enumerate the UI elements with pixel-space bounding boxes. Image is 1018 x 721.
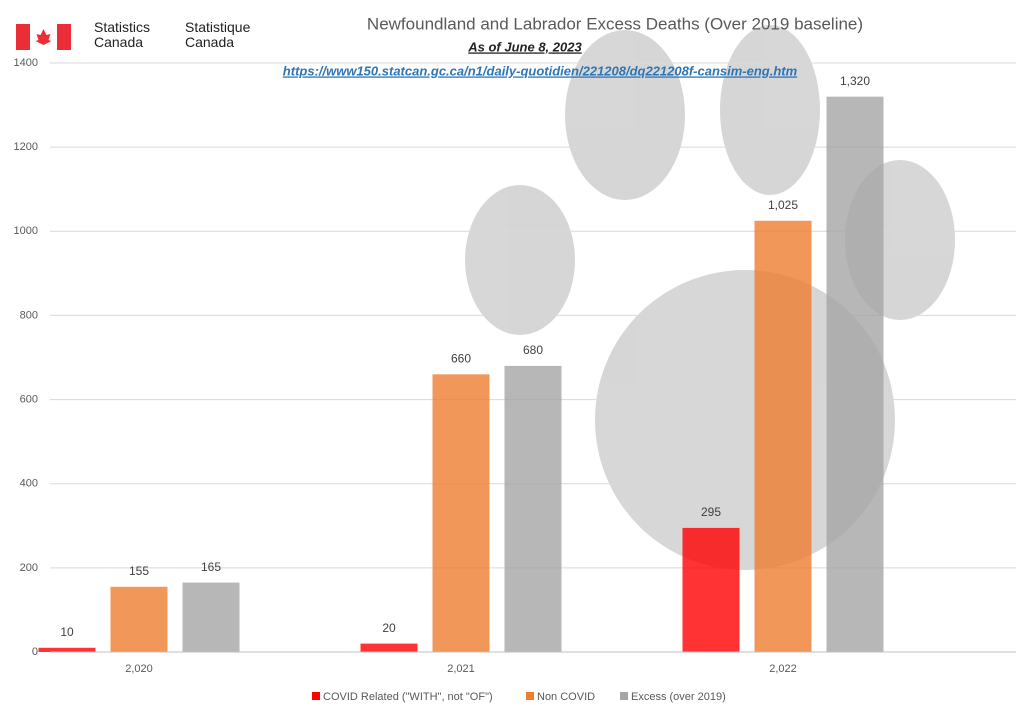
brand-fr: Statistique Canada <box>185 20 251 50</box>
legend-swatch <box>312 692 320 700</box>
y-tick-label: 0 <box>32 646 38 658</box>
y-tick-label: 1400 <box>14 57 38 69</box>
y-tick-label: 200 <box>20 562 38 574</box>
x-tick-label: 2,021 <box>447 663 475 675</box>
legend-swatch <box>526 692 534 700</box>
value-label: 295 <box>701 505 721 519</box>
x-tick-label: 2,022 <box>769 663 797 675</box>
value-label: 1,025 <box>768 198 798 212</box>
logo <box>16 24 71 50</box>
value-label: 680 <box>523 343 543 357</box>
legend-label: Excess (over 2019) <box>631 691 726 703</box>
bar <box>432 374 490 652</box>
value-label: 165 <box>201 560 221 574</box>
bar <box>826 96 884 652</box>
value-label: 155 <box>129 564 149 578</box>
bar <box>38 647 96 652</box>
chart-subtitle: As of June 8, 2023 <box>467 39 582 54</box>
bar <box>754 220 812 652</box>
y-tick-label: 800 <box>20 309 38 321</box>
value-label: 10 <box>60 625 74 639</box>
brand-en: Statistics Canada <box>94 20 151 50</box>
value-label: 20 <box>382 621 396 635</box>
y-tick-label: 1200 <box>14 141 38 153</box>
bar <box>504 365 562 652</box>
y-tick-label: 400 <box>20 478 38 490</box>
bar <box>182 582 240 652</box>
x-tick-label: 2,020 <box>125 663 153 675</box>
y-tick-label: 1000 <box>14 225 38 237</box>
bar <box>110 586 168 652</box>
legend-label: COVID Related ("WITH", not "OF") <box>323 691 493 703</box>
bar <box>682 527 740 652</box>
legend-swatch <box>620 692 628 700</box>
chart-title: Newfoundland and Labrador Excess Deaths … <box>367 14 863 33</box>
value-label: 1,320 <box>840 74 870 88</box>
legend-label: Non COVID <box>537 691 595 703</box>
brand-en-box: Statistics Canada <box>94 20 151 50</box>
brand-fr-box: Statistique Canada <box>185 20 251 50</box>
value-label: 660 <box>451 352 471 366</box>
source-url[interactable]: https://www150.statcan.gc.ca/n1/daily-qu… <box>283 63 798 78</box>
bar <box>360 643 418 652</box>
y-tick-label: 600 <box>20 393 38 405</box>
